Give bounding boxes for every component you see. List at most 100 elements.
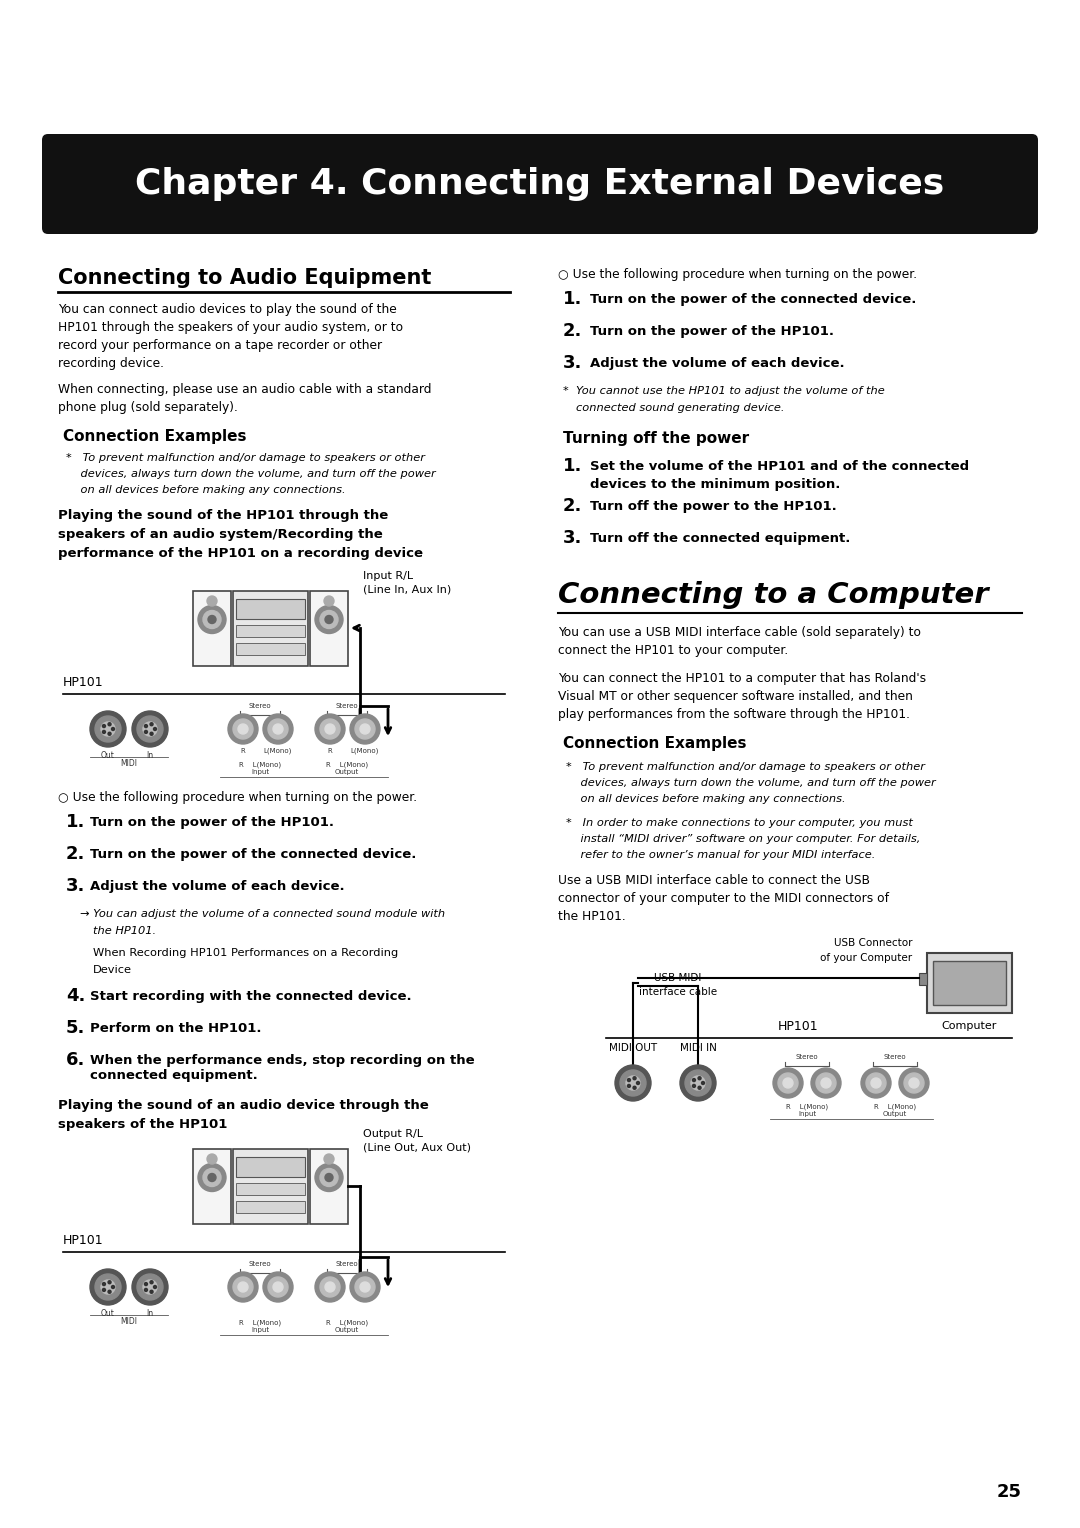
Text: speakers of the HP101: speakers of the HP101	[58, 1118, 228, 1131]
Text: install “MIDI driver” software on your computer. For details,: install “MIDI driver” software on your c…	[566, 834, 920, 843]
Text: Computer: Computer	[942, 1021, 997, 1031]
Text: Stereo: Stereo	[248, 703, 271, 709]
Text: interface cable: interface cable	[639, 987, 717, 996]
Circle shape	[108, 723, 111, 726]
Text: connected equipment.: connected equipment.	[90, 1070, 258, 1082]
Circle shape	[145, 724, 148, 727]
Text: Set the volume of the HP101 and of the connected: Set the volume of the HP101 and of the c…	[590, 460, 969, 474]
Text: MIDI: MIDI	[121, 759, 137, 769]
Circle shape	[615, 1065, 651, 1102]
Circle shape	[150, 1280, 153, 1284]
Circle shape	[620, 1070, 646, 1096]
Circle shape	[702, 1082, 704, 1085]
Bar	[310, 591, 348, 666]
Bar	[237, 1183, 305, 1195]
Circle shape	[228, 1271, 258, 1302]
Circle shape	[315, 1163, 343, 1192]
Text: Adjust the volume of each device.: Adjust the volume of each device.	[90, 880, 345, 892]
Circle shape	[320, 1169, 338, 1187]
Text: L(Mono): L(Mono)	[351, 749, 379, 755]
Circle shape	[773, 1068, 804, 1099]
Text: Playing the sound of an audio device through the: Playing the sound of an audio device thr…	[58, 1099, 429, 1112]
Circle shape	[633, 1077, 636, 1080]
Circle shape	[821, 1077, 831, 1088]
Bar	[193, 1149, 231, 1224]
Circle shape	[198, 1163, 226, 1192]
Text: MIDI: MIDI	[121, 1317, 137, 1326]
Circle shape	[350, 714, 380, 744]
Circle shape	[132, 1268, 168, 1305]
Text: MIDI OUT: MIDI OUT	[609, 1044, 657, 1053]
Circle shape	[268, 720, 288, 740]
Circle shape	[325, 1282, 335, 1293]
Text: USB Connector: USB Connector	[834, 938, 912, 947]
Text: Stereo: Stereo	[883, 1054, 906, 1060]
Circle shape	[238, 724, 248, 733]
Text: ○ Use the following procedure when turning on the power.: ○ Use the following procedure when turni…	[58, 792, 417, 804]
Text: *   In order to make connections to your computer, you must: * In order to make connections to your c…	[566, 817, 913, 828]
Bar	[237, 599, 305, 619]
Circle shape	[198, 605, 226, 634]
Text: devices to the minimum position.: devices to the minimum position.	[590, 478, 840, 490]
Circle shape	[145, 1288, 148, 1291]
Text: USB MIDI: USB MIDI	[654, 973, 702, 983]
Circle shape	[320, 720, 340, 740]
Circle shape	[633, 1086, 636, 1089]
Circle shape	[238, 1282, 248, 1293]
Bar	[310, 1149, 348, 1224]
Text: R    L(Mono): R L(Mono)	[239, 761, 281, 767]
Circle shape	[627, 1085, 631, 1088]
Circle shape	[228, 714, 258, 744]
Circle shape	[899, 1068, 929, 1099]
Bar	[233, 591, 308, 666]
Circle shape	[102, 723, 114, 736]
Text: HP101 through the speakers of your audio system, or to: HP101 through the speakers of your audio…	[58, 321, 403, 335]
Text: Turn off the power to the HP101.: Turn off the power to the HP101.	[590, 500, 837, 513]
Text: Start recording with the connected device.: Start recording with the connected devic…	[90, 990, 411, 1002]
Circle shape	[692, 1079, 696, 1082]
Text: connected sound generating device.: connected sound generating device.	[576, 403, 784, 413]
Circle shape	[870, 1077, 881, 1088]
Circle shape	[132, 711, 168, 747]
Circle shape	[208, 1174, 216, 1181]
Text: Output R/L: Output R/L	[363, 1129, 423, 1138]
Circle shape	[150, 732, 153, 735]
Circle shape	[816, 1073, 836, 1093]
Circle shape	[145, 730, 148, 733]
Text: Connection Examples: Connection Examples	[563, 736, 746, 750]
Text: Out: Out	[102, 1309, 114, 1319]
Circle shape	[95, 717, 121, 743]
Circle shape	[264, 1271, 293, 1302]
Text: on all devices before making any connections.: on all devices before making any connect…	[566, 795, 846, 804]
Circle shape	[208, 616, 216, 623]
Text: Stereo: Stereo	[248, 1261, 271, 1267]
Circle shape	[360, 1282, 370, 1293]
Circle shape	[203, 1169, 221, 1187]
Text: Connection Examples: Connection Examples	[63, 429, 246, 445]
Text: Visual MT or other sequencer software installed, and then: Visual MT or other sequencer software in…	[558, 691, 913, 703]
Circle shape	[866, 1073, 886, 1093]
Text: R    L(Mono): R L(Mono)	[874, 1103, 916, 1109]
Text: Stereo: Stereo	[336, 703, 359, 709]
Circle shape	[324, 596, 334, 607]
Text: In: In	[147, 750, 153, 759]
Text: 3.: 3.	[563, 354, 582, 371]
Text: Turn on the power of the connected device.: Turn on the power of the connected devic…	[590, 293, 916, 306]
Text: 1.: 1.	[66, 813, 85, 831]
Circle shape	[355, 1277, 375, 1297]
Circle shape	[355, 720, 375, 740]
Circle shape	[360, 724, 370, 733]
Circle shape	[103, 724, 106, 727]
Text: 25: 25	[997, 1484, 1022, 1500]
Circle shape	[680, 1065, 716, 1102]
Circle shape	[273, 724, 283, 733]
Circle shape	[698, 1077, 701, 1080]
Circle shape	[150, 1290, 153, 1293]
Text: refer to the owner’s manual for your MIDI interface.: refer to the owner’s manual for your MID…	[566, 850, 876, 860]
Text: R: R	[327, 749, 333, 753]
Text: Device: Device	[93, 966, 132, 975]
Text: Adjust the volume of each device.: Adjust the volume of each device.	[590, 358, 845, 370]
Circle shape	[137, 717, 163, 743]
Circle shape	[153, 1285, 157, 1288]
Text: You can connect audio devices to play the sound of the: You can connect audio devices to play th…	[58, 303, 396, 316]
